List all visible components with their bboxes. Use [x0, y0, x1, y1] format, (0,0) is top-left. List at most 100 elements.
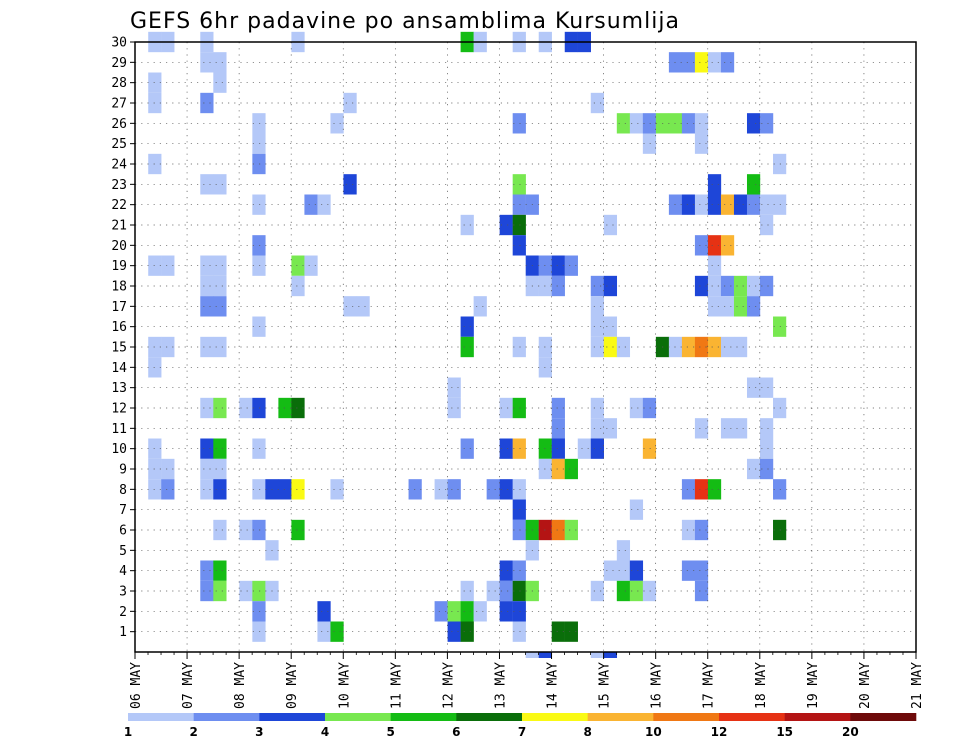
heatmap-cell	[343, 296, 357, 317]
heatmap-cell	[746, 275, 761, 297]
legend-swatch	[325, 713, 391, 721]
heatmap-cell	[200, 458, 214, 480]
y-tick-label: 23	[111, 178, 127, 193]
heatmap-cell	[681, 194, 696, 215]
heatmap-cell	[213, 296, 227, 317]
heatmap-cell	[161, 479, 175, 500]
heatmap-cell	[760, 458, 774, 480]
heatmap-cell	[291, 255, 305, 276]
heatmap-cell	[317, 194, 331, 215]
heatmap-cell	[200, 174, 214, 195]
heatmap-cell	[551, 519, 565, 541]
heatmap-cell	[746, 174, 761, 195]
heatmap-cell	[252, 255, 266, 276]
y-tick-label: 3	[119, 585, 127, 600]
heatmap-cell	[161, 458, 175, 480]
heatmap-cell	[499, 580, 513, 602]
heatmap-cell	[512, 601, 526, 622]
heatmap-cell	[252, 479, 266, 500]
heatmap-cell	[252, 316, 266, 337]
heatmap-cell	[460, 621, 474, 642]
x-tick-label: 12 MAY	[441, 662, 456, 709]
heatmap-cell	[291, 275, 305, 297]
heatmap-cell	[603, 652, 618, 658]
heatmap-cell	[681, 519, 696, 541]
legend-swatch	[259, 713, 326, 721]
heatmap-cell	[148, 479, 162, 500]
heatmap-cell	[317, 621, 331, 642]
heatmap-cell	[760, 418, 774, 439]
heatmap-cell	[213, 438, 227, 459]
heatmap-cell	[694, 194, 709, 215]
heatmap-cell	[720, 296, 735, 317]
heatmap-cell	[629, 113, 644, 134]
heatmap-cell	[551, 418, 565, 439]
heatmap-cell	[252, 621, 266, 642]
heatmap-cell	[720, 418, 735, 439]
x-axis: 06 MAY 07 MAY 08 MAY 09 MAY 10 MAY 11 MAY 12 M…	[129, 652, 925, 709]
heatmap-cell	[681, 52, 696, 73]
heatmap-cell	[720, 52, 735, 73]
x-tick-label: 06 MAY	[129, 662, 144, 709]
x-tick-label: 08 MAY	[233, 662, 248, 709]
heatmap-cell	[760, 438, 774, 459]
heatmap-cell	[447, 397, 461, 419]
heatmap-cell	[252, 519, 266, 541]
heatmap-cell	[590, 397, 604, 419]
heatmap-cell	[694, 52, 709, 73]
heatmap-cell	[629, 560, 644, 581]
heatmap-cell	[447, 621, 461, 642]
heatmap-cell	[512, 499, 526, 520]
heatmap-cell	[148, 72, 162, 93]
heatmap-cell	[200, 92, 214, 114]
legend-swatch	[653, 713, 720, 721]
heatmap-cell	[551, 397, 565, 419]
y-axis: 1234567891011121314151617181920212223242…	[111, 36, 135, 640]
y-tick-label: 29	[111, 56, 127, 71]
heatmap-cell	[148, 458, 162, 480]
heatmap-cell	[148, 92, 162, 114]
y-tick-label: 30	[111, 36, 127, 51]
x-tick-label: 11 MAY	[389, 662, 404, 709]
heatmap-cell	[512, 397, 526, 419]
heatmap-cell	[746, 377, 761, 398]
heatmap-cell	[694, 580, 709, 602]
y-tick-label: 6	[119, 524, 127, 539]
heatmap-cell	[642, 397, 657, 419]
heatmap-cell	[525, 652, 539, 658]
heatmap-cell	[733, 418, 748, 439]
heatmap-cell	[707, 479, 722, 500]
heatmap-cell	[564, 458, 578, 480]
heatmap-cell	[681, 113, 696, 134]
heatmap-cell	[512, 519, 526, 541]
y-tick-label: 9	[119, 463, 127, 478]
heatmap-cell	[148, 153, 162, 175]
legend-label: 2	[189, 725, 197, 739]
heatmap-cell	[773, 194, 787, 215]
heatmap-cell	[694, 275, 709, 297]
heatmap-cell	[616, 336, 631, 358]
heatmap-cell	[161, 255, 175, 276]
heatmap-cell	[343, 92, 357, 114]
heatmap-cell	[434, 601, 448, 622]
y-tick-label: 20	[111, 239, 127, 254]
legend-label: 12	[711, 725, 728, 739]
legend-swatch	[719, 713, 785, 721]
heatmap-cell	[590, 418, 604, 439]
heatmap-cell	[252, 153, 266, 175]
heatmap-cell	[590, 652, 604, 658]
heatmap-cell	[773, 519, 787, 541]
heatmap-cell	[760, 194, 774, 215]
heatmap-cell	[512, 580, 526, 602]
heatmap-cell	[733, 296, 748, 317]
y-tick-label: 16	[111, 320, 127, 335]
heatmap-cell	[252, 580, 266, 602]
heatmap-cell	[252, 194, 266, 215]
heatmap-cell	[616, 560, 631, 581]
y-tick-label: 1	[119, 625, 127, 640]
legend-swatch	[850, 713, 917, 721]
heatmap-cell	[773, 397, 787, 419]
heatmap-cell	[499, 438, 513, 459]
y-tick-label: 24	[111, 158, 127, 173]
heatmap-cell	[512, 336, 526, 358]
